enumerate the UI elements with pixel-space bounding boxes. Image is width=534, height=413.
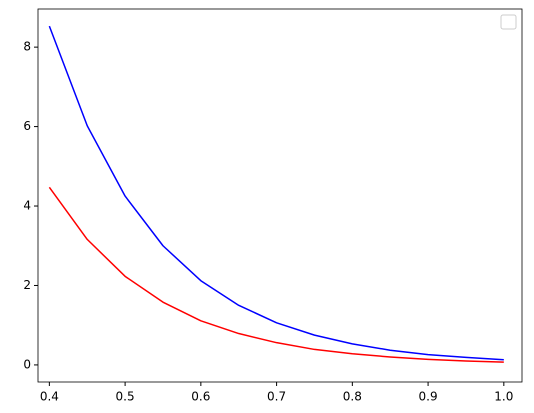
x-tick-label: 0.5 [116, 390, 135, 404]
x-tick-label: 0.9 [419, 390, 438, 404]
plot-frame [37, 8, 523, 383]
y-tick-label: 0 [23, 357, 31, 371]
y-tick-label: 6 [23, 119, 31, 133]
x-tick-label: 0.6 [191, 390, 210, 404]
line-series [48, 25, 504, 361]
legend-box [500, 14, 517, 30]
y-tick-label: 2 [23, 278, 31, 292]
y-tick-label: 4 [23, 199, 31, 213]
y-tick-label: 8 [23, 40, 31, 54]
line-series [48, 186, 504, 363]
x-tick-label: 0.7 [267, 390, 286, 404]
x-tick-label: 0.8 [343, 390, 362, 404]
x-tick-label: 0.4 [40, 390, 59, 404]
x-tick-label: 1.0 [494, 390, 513, 404]
